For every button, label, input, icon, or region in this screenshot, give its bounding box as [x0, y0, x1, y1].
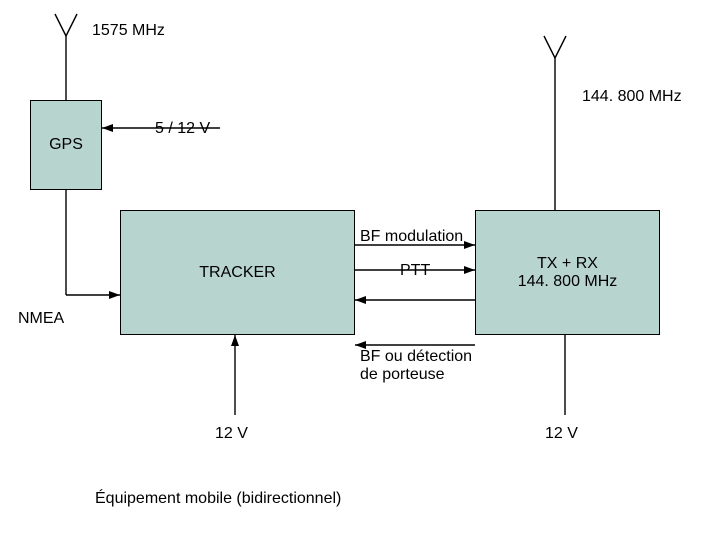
antenna-txrx-freq-label: 144. 800 MHz [582, 88, 682, 106]
v12-left-label: 12 V [215, 425, 248, 443]
caption-label: Équipement mobile (bidirectionnel) [95, 490, 341, 508]
txrx-box-label: TX + RX 144. 800 MHz [518, 255, 618, 291]
bf-detection-label: BF ou détection de porteuse [360, 348, 472, 384]
gps-box-label: GPS [49, 136, 83, 154]
tracker-box-label: TRACKER [199, 264, 275, 282]
gps-box: GPS [30, 100, 102, 190]
diagram-stage: GPS TRACKER TX + RX 144. 800 MHz 1575 MH… [0, 0, 720, 540]
ptt-label: PTT [400, 262, 430, 280]
txrx-box: TX + RX 144. 800 MHz [475, 210, 660, 335]
tracker-box: TRACKER [120, 210, 355, 335]
gps-power-label: 5 / 12 V [155, 120, 210, 138]
v12-right-label: 12 V [545, 425, 578, 443]
nmea-label: NMEA [18, 310, 64, 328]
bf-modulation-label: BF modulation [360, 228, 463, 246]
antenna-gps-freq-label: 1575 MHz [92, 22, 165, 40]
